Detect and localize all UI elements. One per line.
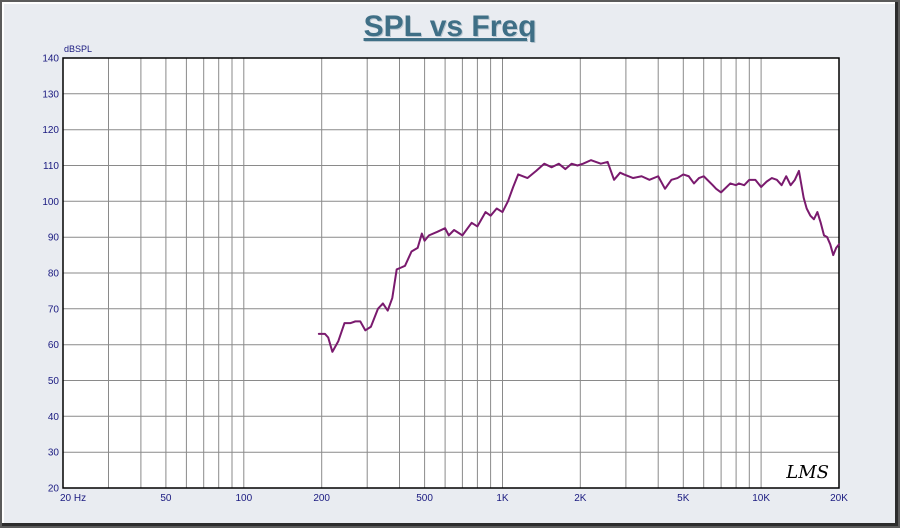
x-tick-label: 50 — [160, 493, 172, 504]
x-tick-label: 10K — [752, 493, 770, 504]
y-tick-label: 140 — [42, 54, 59, 65]
y-tick-label: 20 — [48, 484, 60, 495]
plot-border — [62, 57, 840, 489]
x-tick-label: 100 — [235, 493, 252, 504]
chart-title: SPL vs Freq — [363, 10, 537, 43]
x-tick-label: 20K — [830, 493, 848, 504]
y-tick-label: 110 — [43, 161, 59, 172]
y-axis-label: dBSPL — [64, 44, 92, 54]
y-tick-label: 120 — [42, 125, 59, 136]
x-tick-label: 500 — [416, 493, 433, 504]
y-tick-label: 90 — [48, 233, 60, 244]
y-tick-label: 80 — [48, 269, 60, 280]
x-tick-label: 200 — [313, 493, 330, 504]
x-tick-label: 1K — [496, 493, 509, 504]
y-tick-label: 130 — [42, 89, 59, 100]
y-tick-label: 50 — [48, 376, 60, 387]
y-tick-label: 100 — [42, 197, 59, 208]
y-tick-label: 60 — [48, 340, 60, 351]
y-tick-label: 70 — [48, 304, 60, 315]
y-tick-label: 30 — [48, 448, 60, 459]
y-tick-label: 40 — [48, 412, 60, 423]
x-tick-label: 20 Hz — [60, 493, 86, 504]
x-tick-label: 2K — [574, 493, 587, 504]
x-tick-label: 5K — [677, 493, 690, 504]
spl-curve — [317, 159, 840, 353]
lms-watermark: LMS — [785, 462, 829, 483]
